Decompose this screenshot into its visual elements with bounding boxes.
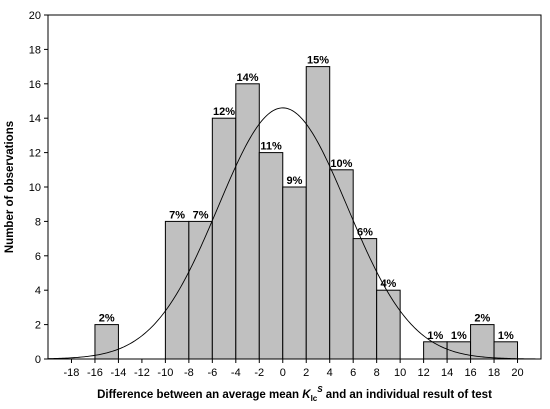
bars-group bbox=[94, 66, 519, 360]
y-tick-label: 8 bbox=[35, 216, 41, 228]
y-axis: 0 2 4 6 8 10 12 14 16 18 20 bbox=[29, 10, 48, 366]
x-tick-label: 8 bbox=[374, 367, 380, 379]
y-tick-label: 20 bbox=[29, 10, 41, 22]
y-tick-label: 18 bbox=[29, 44, 41, 56]
x-axis-title: Difference between an average mean KIcS … bbox=[97, 385, 492, 403]
bar-percent-label: 7% bbox=[193, 209, 209, 221]
bar-percent-label: 2% bbox=[474, 313, 490, 325]
x-tick-label: -16 bbox=[87, 367, 103, 379]
bar-percent-label: 1% bbox=[451, 330, 467, 342]
y-tick-label: 10 bbox=[29, 182, 41, 194]
x-axis-title-symbol: K bbox=[302, 389, 311, 401]
histogram-bar bbox=[493, 341, 519, 360]
x-tick-label: 16 bbox=[464, 367, 476, 379]
bar-percent-label: 1% bbox=[427, 330, 443, 342]
x-axis-title-superscript: S bbox=[317, 385, 323, 394]
x-tick-label: -18 bbox=[64, 367, 80, 379]
bar-percent-label: 2% bbox=[99, 313, 115, 325]
x-tick-label: -8 bbox=[184, 367, 194, 379]
histogram-bar bbox=[188, 220, 213, 360]
bar-percent-label: 1% bbox=[498, 330, 514, 342]
histogram-bar bbox=[305, 66, 331, 360]
x-tick-label: -2 bbox=[254, 367, 264, 379]
histogram-bar bbox=[94, 324, 119, 360]
histogram-bar bbox=[282, 186, 307, 360]
bar-percent-label: 11% bbox=[260, 141, 282, 153]
histogram-bar bbox=[352, 238, 378, 360]
bar-percent-label: 14% bbox=[237, 72, 259, 84]
bar-percent-label: 6% bbox=[357, 227, 373, 239]
x-tick-label: 0 bbox=[280, 367, 286, 379]
x-axis-title-prefix: Difference between an average mean bbox=[97, 389, 302, 401]
x-tick-label: 10 bbox=[394, 367, 406, 379]
normal-fit-curve bbox=[47, 107, 542, 360]
x-tick-label: 20 bbox=[511, 367, 523, 379]
bar-percent-label: 12% bbox=[213, 106, 235, 118]
x-tick-label: 18 bbox=[488, 367, 500, 379]
x-tick-label: -6 bbox=[207, 367, 217, 379]
x-axis-title-suffix: and an individual result of test bbox=[323, 389, 492, 401]
x-axis-title-subscript: Ic bbox=[311, 394, 318, 403]
histogram-bar bbox=[258, 152, 284, 360]
x-tick-label: 4 bbox=[327, 367, 333, 379]
x-tick-label: 2 bbox=[303, 367, 309, 379]
histogram-bar bbox=[164, 220, 190, 360]
y-axis-title: Number of observations bbox=[4, 121, 16, 253]
y-tick-label: 0 bbox=[35, 354, 41, 366]
histogram-bar bbox=[376, 289, 401, 360]
x-tick-label: -12 bbox=[134, 367, 150, 379]
x-tick-label: -10 bbox=[157, 367, 173, 379]
x-tick-label: -4 bbox=[231, 367, 241, 379]
histogram-bar bbox=[470, 324, 495, 360]
bar-percent-label: 9% bbox=[287, 175, 303, 187]
histogram-bar bbox=[423, 341, 448, 360]
histogram-bar bbox=[211, 117, 237, 360]
y-tick-label: 12 bbox=[29, 148, 41, 160]
histogram-bar bbox=[235, 83, 260, 360]
y-tick-label: 2 bbox=[35, 320, 41, 332]
x-tick-label: 14 bbox=[441, 367, 453, 379]
bar-percent-label: 10% bbox=[330, 158, 352, 170]
bar-labels-group: 2% 7% 7% 12% 14% 11% 9% 15% 10% 6% 4% 1% 1% 2% 1% bbox=[99, 55, 514, 342]
bar-percent-label: 4% bbox=[380, 278, 396, 290]
bar-percent-label: 7% bbox=[169, 209, 185, 221]
y-tick-label: 16 bbox=[29, 79, 41, 91]
x-tick-label: 12 bbox=[417, 367, 429, 379]
histogram-bar bbox=[329, 169, 354, 360]
y-tick-label: 4 bbox=[35, 285, 41, 297]
x-tick-label: -14 bbox=[110, 367, 126, 379]
y-tick-label: 6 bbox=[35, 251, 41, 263]
y-tick-label: 14 bbox=[29, 113, 41, 125]
x-axis: -18 -16 -14 -12 -10 -8 -6 -4 -2 0 2 4 6 8 10 12 14 16 18 20 bbox=[64, 359, 524, 379]
bar-percent-label: 15% bbox=[307, 55, 329, 67]
x-tick-label: 6 bbox=[350, 367, 356, 379]
